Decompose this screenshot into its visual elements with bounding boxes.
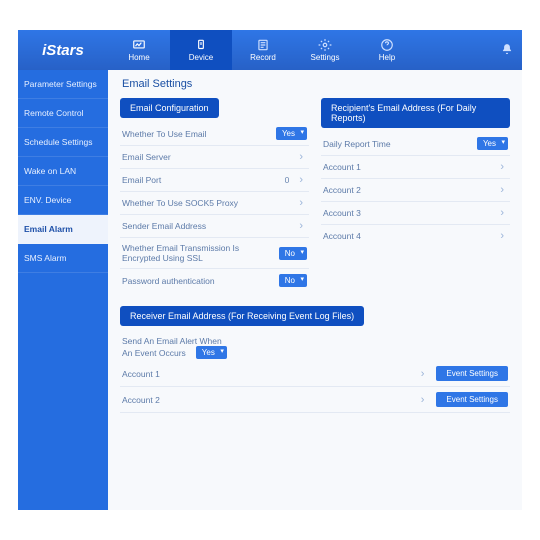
chevron-right-icon: › <box>295 220 307 232</box>
main-area: Parameter Settings Remote Control Schedu… <box>18 70 522 510</box>
help-icon <box>378 38 396 52</box>
sidebar-item-schedule[interactable]: Schedule Settings <box>18 128 108 157</box>
row-sender[interactable]: Sender Email Address › <box>120 215 309 238</box>
chevron-right-icon: › <box>496 230 508 242</box>
row-auth[interactable]: Password authentication No <box>120 269 309 292</box>
chevron-right-icon: › <box>496 161 508 173</box>
sender-label: Sender Email Address <box>122 221 295 231</box>
daily-time-select[interactable]: Yes <box>477 137 508 150</box>
chevron-right-icon: › <box>496 207 508 219</box>
email-config-section: Email Configuration Whether To Use Email… <box>120 98 309 292</box>
sidebar-item-email-alarm[interactable]: Email Alarm <box>18 215 108 244</box>
row-daily-account-3[interactable]: Account 3 › <box>321 202 510 225</box>
nav-device[interactable]: Device <box>170 30 232 70</box>
nav-home-label: Home <box>128 53 149 62</box>
use-email-select[interactable]: Yes <box>276 127 307 140</box>
row-daily-account-2[interactable]: Account 2 › <box>321 179 510 202</box>
ssl-select[interactable]: No <box>279 247 307 260</box>
content-pane: Email Settings Email Configuration Wheth… <box>108 70 522 510</box>
nav-settings[interactable]: Settings <box>294 30 356 70</box>
alert-label-line2: An Event Occurs <box>122 348 186 358</box>
auth-label: Password authentication <box>122 276 279 286</box>
nav-help-label: Help <box>379 53 395 62</box>
chevron-right-icon: › <box>295 197 307 209</box>
row-use-email[interactable]: Whether To Use Email Yes <box>120 122 309 146</box>
chevron-right-icon: › <box>496 184 508 196</box>
nav-record[interactable]: Record <box>232 30 294 70</box>
receiver-header: Receiver Email Address (For Receiving Ev… <box>120 306 364 326</box>
row-daily-time[interactable]: Daily Report Time Yes <box>321 132 510 156</box>
email-server-label: Email Server <box>122 152 295 162</box>
sidebar-item-remote[interactable]: Remote Control <box>18 99 108 128</box>
nav-help[interactable]: Help <box>356 30 418 70</box>
row-email-port[interactable]: Email Port 0 › <box>120 169 309 192</box>
sidebar-item-env[interactable]: ENV. Device <box>18 186 108 215</box>
sidebar-item-sms[interactable]: SMS Alarm <box>18 244 108 273</box>
alert-label-line1: Send An Email Alert When <box>122 336 508 346</box>
socks-label: Whether To Use SOCK5 Proxy <box>122 198 295 208</box>
record-icon <box>254 38 272 52</box>
row-email-server[interactable]: Email Server › <box>120 146 309 169</box>
sidebar-item-wol[interactable]: Wake on LAN <box>18 157 108 186</box>
nav-settings-label: Settings <box>311 53 340 62</box>
app-frame: iStars Home Device Record Settings <box>18 30 522 510</box>
row-recv-account-1[interactable]: Account 1 › Event Settings <box>120 361 510 387</box>
use-email-label: Whether To Use Email <box>122 129 276 139</box>
row-alert-on-event: Send An Email Alert When An Event Occurs… <box>120 330 510 361</box>
row-socks[interactable]: Whether To Use SOCK5 Proxy › <box>120 192 309 215</box>
email-port-label: Email Port <box>122 175 285 185</box>
daily-recip-header: Recipient's Email Address (For Daily Rep… <box>321 98 510 128</box>
email-port-value: 0 <box>285 175 296 185</box>
event-settings-button[interactable]: Event Settings <box>436 366 508 381</box>
home-icon <box>130 38 148 52</box>
alert-select[interactable]: Yes <box>196 346 227 359</box>
nav-device-label: Device <box>189 53 213 62</box>
notifications-button[interactable] <box>492 30 522 70</box>
chevron-right-icon: › <box>417 368 429 380</box>
gear-icon <box>316 38 334 52</box>
email-config-header: Email Configuration <box>120 98 219 118</box>
row-recv-account-2[interactable]: Account 2 › Event Settings <box>120 387 510 413</box>
chevron-right-icon: › <box>295 151 307 163</box>
sidebar: Parameter Settings Remote Control Schedu… <box>18 70 108 510</box>
daily-recipients-section: Recipient's Email Address (For Daily Rep… <box>321 98 510 292</box>
nav-record-label: Record <box>250 53 276 62</box>
chevron-right-icon: › <box>417 394 429 406</box>
sidebar-item-parameter[interactable]: Parameter Settings <box>18 70 108 99</box>
brand-logo: iStars <box>18 30 108 70</box>
chevron-right-icon: › <box>295 174 307 186</box>
device-icon <box>192 38 210 52</box>
receiver-section: Receiver Email Address (For Receiving Ev… <box>120 306 510 413</box>
daily-time-label: Daily Report Time <box>323 139 477 149</box>
nav-home[interactable]: Home <box>108 30 170 70</box>
row-daily-account-4[interactable]: Account 4 › <box>321 225 510 247</box>
row-daily-account-1[interactable]: Account 1 › <box>321 156 510 179</box>
auth-select[interactable]: No <box>279 274 307 287</box>
event-settings-button[interactable]: Event Settings <box>436 392 508 407</box>
ssl-label: Whether Email Transmission Is Encrypted … <box>122 243 279 263</box>
page-title: Email Settings <box>122 78 510 90</box>
top-nav: iStars Home Device Record Settings <box>18 30 522 70</box>
row-ssl[interactable]: Whether Email Transmission Is Encrypted … <box>120 238 309 269</box>
